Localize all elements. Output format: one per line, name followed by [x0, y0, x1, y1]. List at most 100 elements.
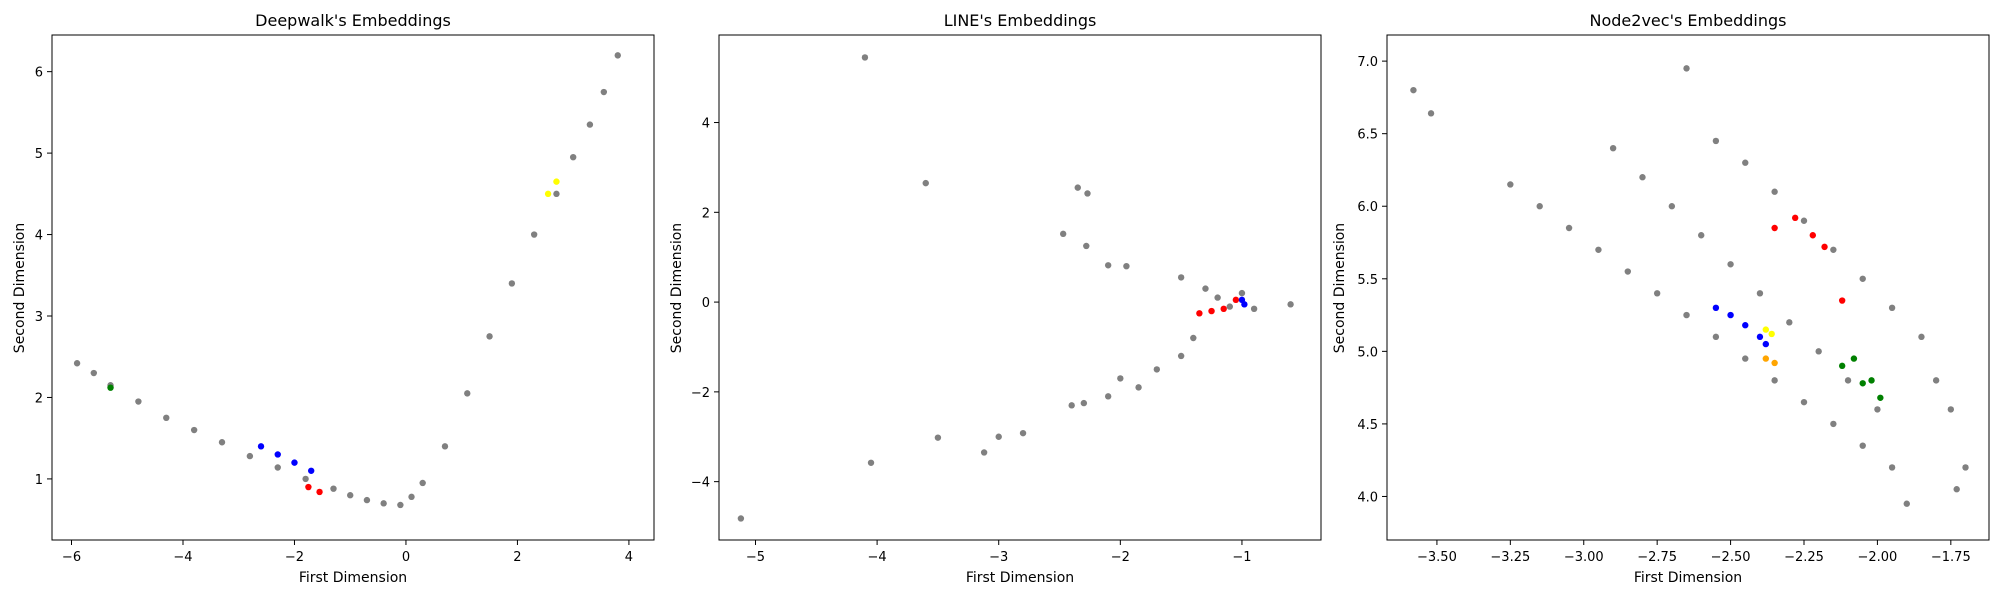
background-point-node2vec — [1844, 377, 1852, 384]
background-point-line — [922, 179, 929, 187]
background-point-deepwalk — [569, 153, 577, 161]
background-point-line — [737, 515, 745, 522]
x-tick-label-deepwalk: −2 — [285, 550, 304, 565]
highlight-point-node2vec — [1768, 330, 1775, 338]
x-tick-label-line: −1 — [1232, 550, 1251, 565]
background-point-deepwalk — [73, 360, 81, 367]
chart-title-node2vec: Node2vec's Embeddings — [1590, 11, 1787, 30]
background-point-node2vec — [1712, 333, 1720, 341]
highlight-point-node2vec — [1762, 326, 1770, 333]
background-point-deepwalk — [218, 439, 226, 446]
highlight-point-node2vec — [1712, 304, 1720, 312]
x-tick-label-deepwalk: 0 — [402, 550, 410, 565]
background-point-node2vec — [1683, 65, 1690, 72]
background-point-line — [1135, 384, 1142, 391]
background-point-node2vec — [1698, 232, 1705, 239]
background-point-line — [861, 54, 869, 61]
background-point-line — [1177, 274, 1185, 281]
highlight-point-line — [1196, 310, 1203, 317]
highlight-point-node2vec — [1850, 355, 1858, 362]
highlight-point-deepwalk — [544, 190, 552, 198]
y-tick-label-line: −4 — [691, 476, 710, 491]
x-axis-label-line: First Dimension — [966, 570, 1074, 586]
background-point-node2vec — [1918, 333, 1925, 341]
background-point-node2vec — [1507, 181, 1514, 188]
highlight-point-line — [1232, 296, 1240, 304]
highlight-point-node2vec — [1762, 355, 1770, 362]
highlight-point-deepwalk — [316, 488, 323, 496]
highlight-point-node2vec — [1859, 380, 1866, 387]
y-tick-label-line: 4 — [702, 117, 710, 132]
highlight-point-node2vec — [1771, 224, 1778, 232]
background-point-deepwalk — [135, 398, 142, 405]
background-point-deepwalk — [274, 464, 281, 471]
background-point-node2vec — [1962, 464, 1969, 471]
x-axis-label-node2vec: First Dimension — [1634, 570, 1742, 586]
background-point-node2vec — [1639, 174, 1646, 181]
highlight-point-node2vec — [1877, 394, 1884, 401]
chart-deepwalk: Deepwalk's Embeddings First Dimension Se… — [12, 11, 655, 586]
background-point-line — [1083, 242, 1090, 250]
background-point-node2vec — [1815, 348, 1822, 355]
background-point-node2vec — [1565, 224, 1573, 232]
ticks-line: −5 −4 −3 −2 −1 −4 −2 0 2 4 — [691, 117, 1252, 565]
highlight-point-node2vec — [1868, 377, 1875, 384]
background-point-node2vec — [1595, 246, 1602, 253]
background-point-line — [934, 434, 942, 441]
background-point-line — [1250, 305, 1258, 313]
background-point-node2vec — [1859, 442, 1866, 449]
x-tick-label-node2vec: −3.00 — [1564, 550, 1604, 565]
highlight-points-node2vec — [1712, 214, 1884, 401]
background-point-line — [1068, 402, 1075, 409]
highlight-point-node2vec — [1771, 359, 1778, 367]
x-tick-label-node2vec: −2.00 — [1857, 550, 1897, 565]
highlight-point-node2vec — [1821, 243, 1828, 251]
background-point-deepwalk — [614, 52, 621, 59]
background-point-deepwalk — [464, 390, 471, 397]
background-point-line — [1190, 334, 1197, 342]
background-point-line — [1080, 399, 1088, 407]
background-point-line — [1287, 301, 1294, 308]
background-point-node2vec — [1427, 110, 1435, 117]
y-tick-label-node2vec: 6.5 — [1357, 128, 1378, 143]
x-tick-label-node2vec: −2.50 — [1711, 550, 1751, 565]
highlight-point-node2vec — [1727, 311, 1734, 319]
x-tick-label-deepwalk: 2 — [513, 550, 521, 565]
highlight-point-node2vec — [1756, 333, 1764, 341]
highlight-point-node2vec — [1742, 322, 1749, 329]
highlight-point-node2vec — [1762, 340, 1770, 348]
chart-line: LINE's Embeddings First Dimension Second… — [669, 11, 1322, 586]
background-point-deepwalk — [441, 443, 449, 450]
background-point-node2vec — [1830, 420, 1837, 428]
y-tick-label-node2vec: 6.0 — [1357, 200, 1378, 215]
background-point-deepwalk — [530, 231, 538, 238]
y-tick-label-node2vec: 4.0 — [1357, 490, 1378, 505]
highlight-point-deepwalk — [553, 178, 560, 185]
highlight-point-node2vec — [1791, 214, 1799, 222]
background-point-node2vec — [1932, 377, 1940, 384]
background-points-node2vec — [1410, 65, 1969, 507]
background-point-line — [1177, 352, 1185, 360]
highlight-point-deepwalk — [107, 384, 114, 391]
background-point-line — [1019, 429, 1027, 437]
y-tick-label-node2vec: 5.0 — [1357, 345, 1378, 360]
background-point-deepwalk — [190, 426, 198, 434]
chart-title-line: LINE's Embeddings — [944, 11, 1097, 30]
y-tick-label-deepwalk: 5 — [35, 147, 43, 162]
y-tick-label-deepwalk: 2 — [35, 391, 43, 406]
x-tick-label-line: −5 — [746, 550, 765, 565]
y-tick-label-node2vec: 5.5 — [1357, 273, 1378, 288]
chart-node2vec: Node2vec's Embeddings First Dimension Se… — [1332, 11, 1990, 586]
background-point-deepwalk — [408, 493, 415, 501]
highlight-points-deepwalk — [107, 178, 560, 496]
background-point-deepwalk — [330, 485, 337, 492]
background-point-node2vec — [1800, 398, 1808, 406]
highlight-points-line — [1196, 296, 1248, 317]
background-point-node2vec — [1683, 311, 1690, 319]
background-point-node2vec — [1903, 500, 1910, 507]
ticks-node2vec: −3.50 −3.25 −3.00 −2.75 −2.50 −2.25 −2.00 −1.75… — [1357, 55, 1970, 565]
x-tick-label-line: −4 — [868, 550, 887, 565]
x-tick-label-deepwalk: 4 — [625, 550, 633, 565]
y-axis-label-node2vec: Second Dimension — [1332, 223, 1348, 353]
background-point-node2vec — [1410, 86, 1417, 94]
